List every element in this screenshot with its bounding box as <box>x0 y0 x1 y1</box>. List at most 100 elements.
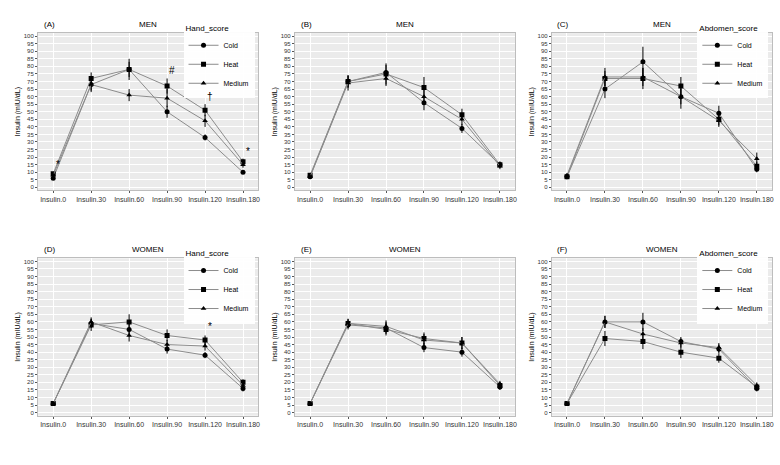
svg-text:30: 30 <box>27 364 34 370</box>
svg-text:Cold: Cold <box>224 267 239 274</box>
svg-text:Insulin.60: Insulin.60 <box>114 421 144 428</box>
svg-text:85: 85 <box>284 56 291 62</box>
svg-text:25: 25 <box>284 147 291 153</box>
svg-text:Insulin.0: Insulin.0 <box>40 196 66 203</box>
svg-text:65: 65 <box>27 86 34 92</box>
svg-text:WOMEN: WOMEN <box>132 245 164 254</box>
svg-text:35: 35 <box>541 132 548 138</box>
svg-text:40: 40 <box>541 349 548 355</box>
svg-text:60: 60 <box>541 94 548 100</box>
svg-text:0: 0 <box>30 184 34 190</box>
svg-text:30: 30 <box>284 139 291 145</box>
svg-text:35: 35 <box>27 357 34 363</box>
svg-text:25: 25 <box>284 372 291 378</box>
svg-text:70: 70 <box>541 79 548 85</box>
svg-text:30: 30 <box>27 139 34 145</box>
svg-text:Medium: Medium <box>737 305 762 312</box>
svg-text:45: 45 <box>284 342 291 348</box>
svg-text:25: 25 <box>27 147 34 153</box>
svg-text:Insulin.90: Insulin.90 <box>409 196 439 203</box>
svg-text:20: 20 <box>284 154 291 160</box>
svg-text:Insulin (mIU/dL): Insulin (mIU/dL) <box>271 312 279 361</box>
svg-text:(D): (D) <box>44 245 55 254</box>
svg-text:Abdomen_score: Abdomen_score <box>699 249 758 258</box>
svg-text:Insulin.60: Insulin.60 <box>371 421 401 428</box>
svg-text:65: 65 <box>541 311 548 317</box>
svg-text:55: 55 <box>541 101 548 107</box>
svg-text:Insulin.120: Insulin.120 <box>702 196 736 203</box>
svg-text:90: 90 <box>541 48 548 54</box>
svg-text:50: 50 <box>27 109 34 115</box>
svg-text:15: 15 <box>541 387 548 393</box>
svg-text:40: 40 <box>284 349 291 355</box>
svg-text:35: 35 <box>27 132 34 138</box>
svg-text:Insulin.180: Insulin.180 <box>226 421 260 428</box>
svg-text:95: 95 <box>541 41 548 47</box>
svg-text:Insulin.120: Insulin.120 <box>188 421 222 428</box>
svg-text:Insulin.90: Insulin.90 <box>666 196 696 203</box>
svg-text:75: 75 <box>541 71 548 77</box>
svg-text:20: 20 <box>541 154 548 160</box>
svg-text:70: 70 <box>27 79 34 85</box>
svg-text:45: 45 <box>541 342 548 348</box>
svg-text:Heat: Heat <box>224 286 239 293</box>
svg-text:*: * <box>246 146 250 157</box>
svg-text:(B): (B) <box>301 20 312 29</box>
svg-text:*: * <box>56 159 60 170</box>
svg-text:75: 75 <box>27 71 34 77</box>
svg-text:50: 50 <box>284 109 291 115</box>
svg-text:Insulin.30: Insulin.30 <box>590 421 620 428</box>
svg-text:65: 65 <box>284 86 291 92</box>
svg-text:50: 50 <box>27 334 34 340</box>
svg-text:MEN: MEN <box>139 20 157 29</box>
svg-text:45: 45 <box>27 342 34 348</box>
svg-text:0: 0 <box>287 410 291 416</box>
svg-text:100: 100 <box>538 33 549 39</box>
svg-text:(C): (C) <box>557 20 568 29</box>
svg-text:Insulin.0: Insulin.0 <box>297 196 323 203</box>
svg-text:Cold: Cold <box>224 42 239 49</box>
svg-text:Insulin.60: Insulin.60 <box>114 196 144 203</box>
svg-text:100: 100 <box>281 33 292 39</box>
svg-text:Insulin.30: Insulin.30 <box>333 196 363 203</box>
svg-text:Hand_score: Hand_score <box>186 24 230 33</box>
svg-text:20: 20 <box>27 154 34 160</box>
svg-text:20: 20 <box>284 379 291 385</box>
svg-text:Insulin.30: Insulin.30 <box>590 196 620 203</box>
svg-text:5: 5 <box>287 177 291 183</box>
svg-text:Insulin.0: Insulin.0 <box>554 421 580 428</box>
svg-text:Insulin.180: Insulin.180 <box>483 421 517 428</box>
svg-text:60: 60 <box>284 319 291 325</box>
svg-text:15: 15 <box>541 162 548 168</box>
svg-text:100: 100 <box>24 258 35 264</box>
svg-text:90: 90 <box>27 48 34 54</box>
svg-text:75: 75 <box>284 71 291 77</box>
svg-text:Medium: Medium <box>224 80 249 87</box>
svg-text:Cold: Cold <box>737 42 752 49</box>
svg-text:80: 80 <box>541 289 548 295</box>
svg-text:Insulin.90: Insulin.90 <box>152 421 182 428</box>
svg-text:70: 70 <box>284 304 291 310</box>
svg-text:15: 15 <box>284 162 291 168</box>
svg-text:#: # <box>169 65 175 76</box>
svg-text:20: 20 <box>27 379 34 385</box>
svg-text:75: 75 <box>541 296 548 302</box>
svg-text:15: 15 <box>284 387 291 393</box>
svg-text:85: 85 <box>27 281 34 287</box>
svg-text:90: 90 <box>284 48 291 54</box>
svg-text:Insulin.120: Insulin.120 <box>445 196 479 203</box>
svg-text:Cold: Cold <box>737 267 752 274</box>
svg-text:Insulin (mIU/dL): Insulin (mIU/dL) <box>528 87 536 136</box>
svg-text:50: 50 <box>541 334 548 340</box>
svg-text:10: 10 <box>541 395 548 401</box>
svg-text:90: 90 <box>27 274 34 280</box>
svg-text:Insulin.90: Insulin.90 <box>409 421 439 428</box>
svg-text:95: 95 <box>284 41 291 47</box>
svg-text:Insulin.60: Insulin.60 <box>628 421 658 428</box>
svg-text:Insulin.180: Insulin.180 <box>226 196 260 203</box>
svg-text:Insulin (mIU/dL): Insulin (mIU/dL) <box>14 312 22 361</box>
svg-text:WOMEN: WOMEN <box>389 245 421 254</box>
svg-text:25: 25 <box>541 372 548 378</box>
svg-text:5: 5 <box>287 402 291 408</box>
svg-text:Insulin.180: Insulin.180 <box>483 196 517 203</box>
